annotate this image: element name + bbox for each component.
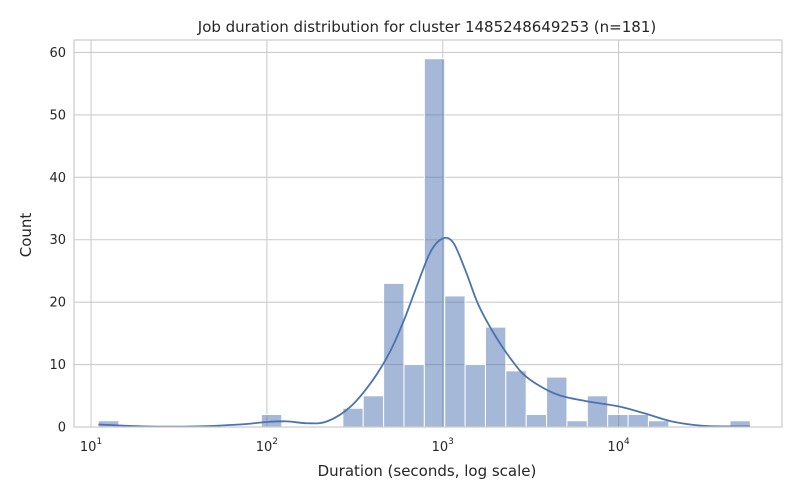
histogram-bar <box>586 395 609 428</box>
histogram-bar <box>464 364 486 428</box>
x-tick-label: 104 <box>607 437 630 455</box>
y-tick-label: 0 <box>58 421 66 436</box>
histogram-bar <box>546 376 568 428</box>
x-tick-label: 103 <box>432 437 454 455</box>
histogram-bar <box>444 295 466 428</box>
x-axis-title: Duration (seconds, log scale) <box>318 462 537 480</box>
kde-layer <box>98 236 751 428</box>
x-tick-label: 101 <box>80 437 102 455</box>
histogram-bar <box>627 414 649 428</box>
histogram-bar <box>607 414 629 428</box>
histogram-bar <box>383 282 405 428</box>
histogram-bar <box>362 395 385 428</box>
bars-layer <box>97 58 751 428</box>
y-tick-label: 30 <box>49 233 66 248</box>
y-tick-label: 10 <box>49 358 66 373</box>
x-tick-label: 102 <box>256 437 278 455</box>
plot-border <box>73 39 783 428</box>
histogram-bar <box>484 326 507 428</box>
chart-title: Job duration distribution for cluster 14… <box>197 18 656 36</box>
y-tick-label: 60 <box>49 46 66 61</box>
y-tick-label: 50 <box>49 108 66 123</box>
x-tick-exponent: 2 <box>272 437 278 447</box>
x-tick-exponent: 3 <box>448 437 454 447</box>
y-axis-title: Count <box>17 213 35 258</box>
x-tick-base: 10 <box>80 440 97 455</box>
x-tick-base: 10 <box>432 440 449 455</box>
x-tick-base: 10 <box>607 440 624 455</box>
histogram-bar <box>647 420 670 428</box>
histogram-bar <box>423 58 446 428</box>
x-tick-exponent: 1 <box>96 437 102 447</box>
x-tick-exponent: 4 <box>624 437 630 447</box>
histogram-bar <box>403 364 425 428</box>
plot-frame <box>73 39 783 428</box>
x-tick-base: 10 <box>256 440 273 455</box>
y-tick-label: 20 <box>49 296 66 311</box>
kde-line <box>98 236 751 428</box>
histogram-bar <box>525 414 548 428</box>
y-tick-label: 40 <box>49 171 66 186</box>
histogram-bar <box>505 370 527 428</box>
histogram-bar <box>566 420 588 428</box>
